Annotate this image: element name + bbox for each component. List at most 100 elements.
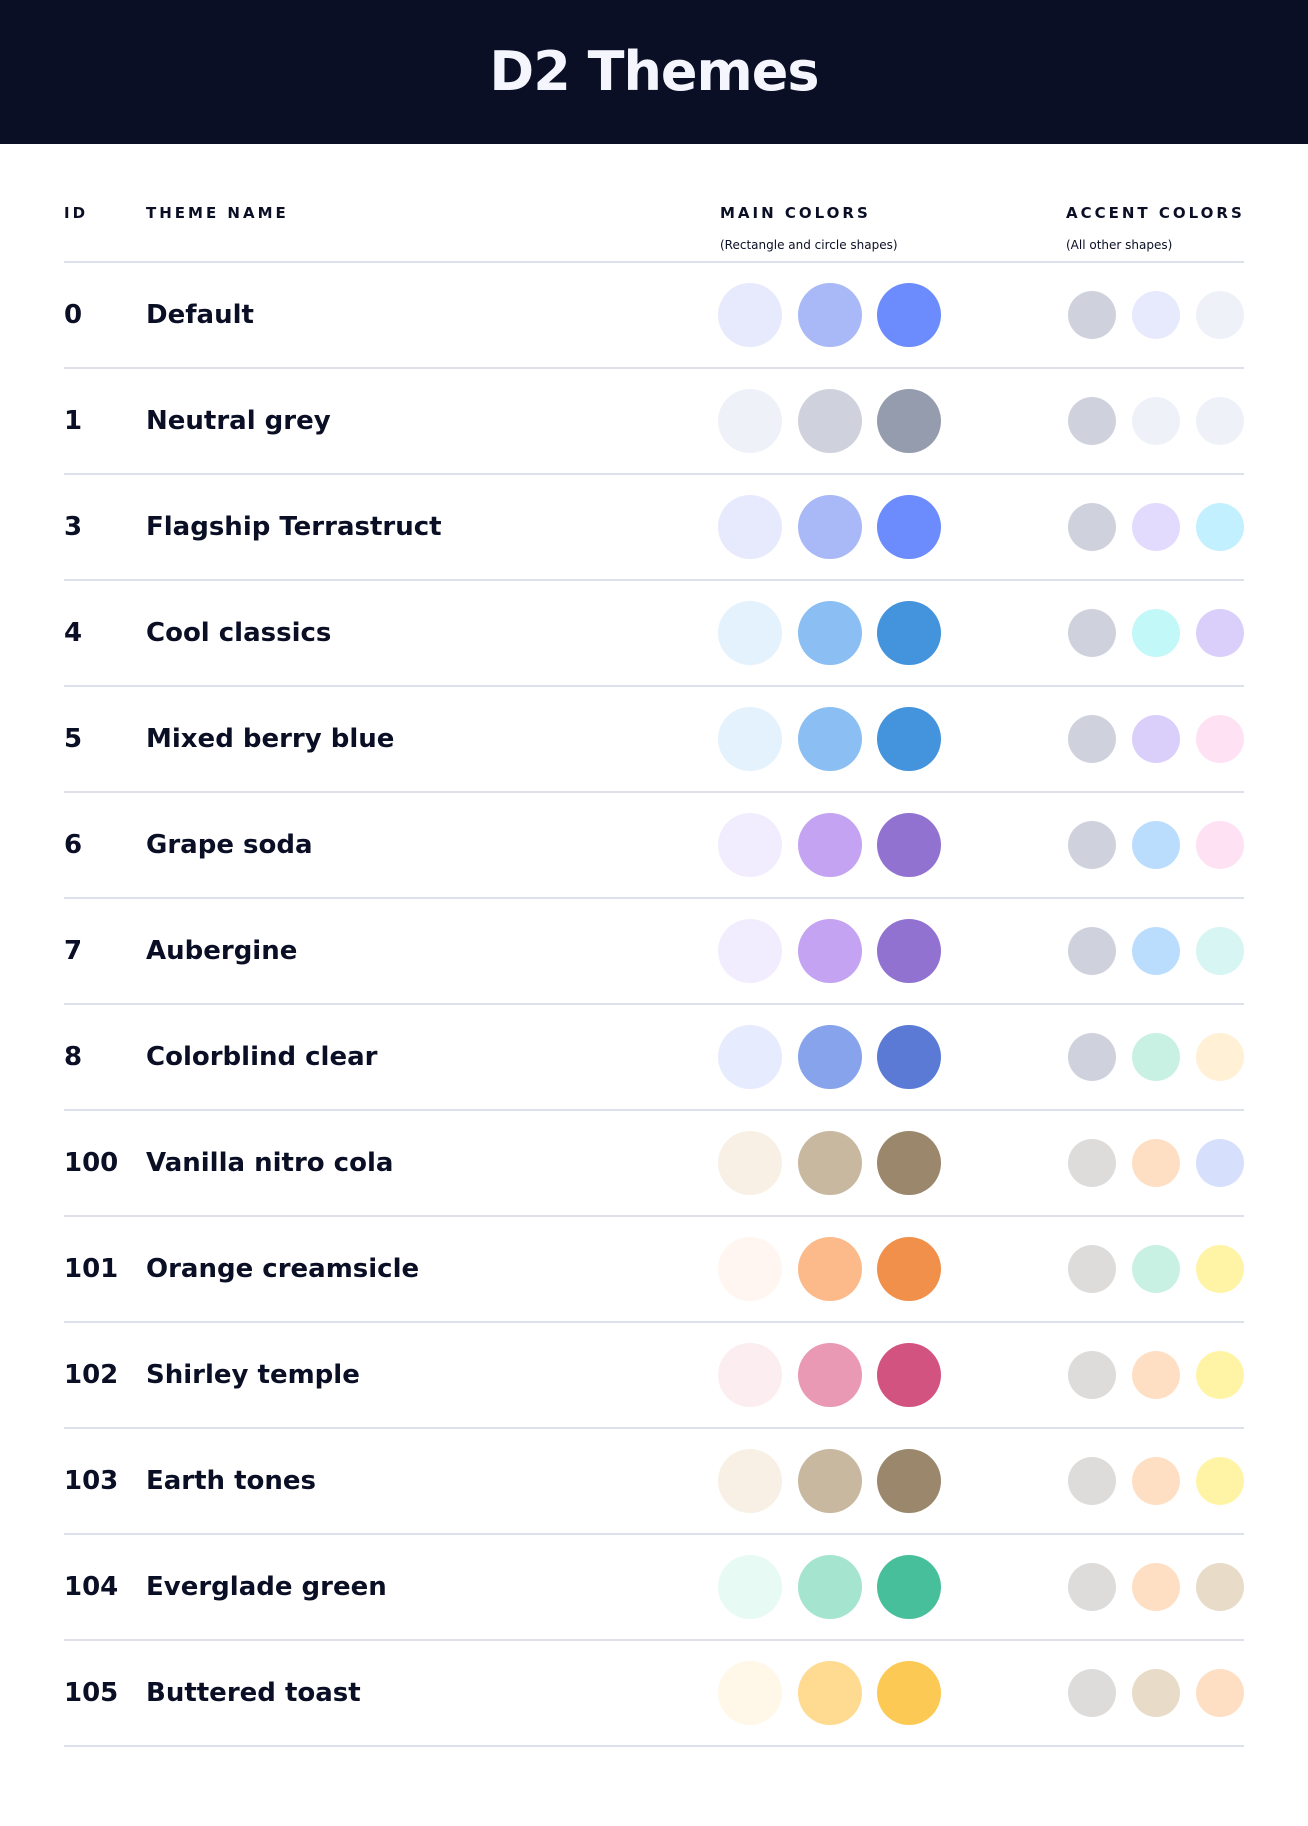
accent-color-swatch [1196,1245,1244,1293]
accent-color-swatch [1196,1563,1244,1611]
accent-color-swatch [1068,291,1116,339]
table-row: 104 Everglade green [64,1535,1244,1641]
theme-name: Default [146,300,254,330]
accent-color-swatch [1132,503,1180,551]
theme-id: 7 [64,936,83,966]
accent-color-swatch [1196,503,1244,551]
theme-name: Grape soda [146,830,313,860]
accent-color-swatch [1132,821,1180,869]
header-id: ID [64,204,89,222]
accent-color-swatch [1132,1033,1180,1081]
table-row: 100 Vanilla nitro cola [64,1111,1244,1217]
theme-name: Earth tones [146,1466,317,1496]
accent-color-swatch [1196,1139,1244,1187]
main-color-swatch [877,1555,941,1619]
table-row: 8 Colorblind clear [64,1005,1244,1111]
theme-name: Buttered toast [146,1678,361,1708]
theme-id: 3 [64,512,83,542]
header-theme-name: THEME NAME [146,204,289,222]
main-color-swatch [798,919,862,983]
theme-name: Orange creamsicle [146,1254,420,1284]
accent-color-swatch [1196,397,1244,445]
page-header: D2 Themes [0,0,1308,144]
accent-color-swatch [1196,1457,1244,1505]
accent-color-swatch [1132,1139,1180,1187]
theme-id: 103 [64,1466,119,1496]
main-color-swatch [718,1025,782,1089]
main-color-swatch [798,707,862,771]
table-body: 0 Default 1 Neutral grey 3 Flagship Terrastru… [64,263,1244,1747]
accent-color-swatch [1068,397,1116,445]
theme-id: 104 [64,1572,119,1602]
accent-color-swatch [1068,1457,1116,1505]
page-title: D2 Themes [489,39,819,103]
main-color-swatch [877,283,941,347]
theme-name: Vanilla nitro cola [146,1148,394,1178]
table-row: 102 Shirley temple [64,1323,1244,1429]
accent-color-swatch [1068,715,1116,763]
table-row: 5 Mixed berry blue [64,687,1244,793]
theme-name: Flagship Terrastruct [146,512,442,542]
main-color-swatch [877,389,941,453]
main-color-swatch [877,707,941,771]
main-color-swatch [718,707,782,771]
main-color-swatch [877,1237,941,1301]
theme-id: 4 [64,618,83,648]
main-color-swatch [718,813,782,877]
main-color-swatch [718,1343,782,1407]
theme-id: 5 [64,724,83,754]
theme-name: Colorblind clear [146,1042,378,1072]
main-color-swatch [798,389,862,453]
table-row: 1 Neutral grey [64,369,1244,475]
main-color-swatch [718,389,782,453]
accent-color-swatch [1132,927,1180,975]
theme-id: 0 [64,300,83,330]
accent-color-swatch [1196,291,1244,339]
theme-name: Mixed berry blue [146,724,395,754]
table-row: 101 Orange creamsicle [64,1217,1244,1323]
theme-id: 1 [64,406,83,436]
main-color-swatch [798,1237,862,1301]
main-color-swatch [877,1025,941,1089]
main-color-swatch [877,919,941,983]
main-color-swatch [718,1131,782,1195]
table-row: 105 Buttered toast [64,1641,1244,1747]
accent-color-swatch [1196,1669,1244,1717]
main-color-swatch [718,1449,782,1513]
main-color-swatch [877,495,941,559]
main-color-swatch [798,283,862,347]
main-color-swatch [798,1131,862,1195]
accent-color-swatch [1196,715,1244,763]
table-row: 6 Grape soda [64,793,1244,899]
header-main-colors-subtitle: (Rectangle and circle shapes) [720,238,898,252]
accent-color-swatch [1132,1669,1180,1717]
main-color-swatch [798,1555,862,1619]
table-header: ID THEME NAME MAIN COLORS (Rectangle and… [64,144,1244,263]
accent-color-swatch [1196,1033,1244,1081]
main-color-swatch [877,813,941,877]
accent-color-swatch [1068,821,1116,869]
theme-id: 100 [64,1148,119,1178]
accent-color-swatch [1196,609,1244,657]
accent-color-swatch [1132,715,1180,763]
accent-color-swatch [1132,291,1180,339]
accent-color-swatch [1132,397,1180,445]
main-color-swatch [877,1131,941,1195]
main-color-swatch [718,495,782,559]
main-color-swatch [718,919,782,983]
theme-name: Everglade green [146,1572,387,1602]
accent-color-swatch [1068,1669,1116,1717]
main-color-swatch [718,1237,782,1301]
table-row: 7 Aubergine [64,899,1244,1005]
main-color-swatch [798,1449,862,1513]
accent-color-swatch [1068,1033,1116,1081]
accent-color-swatch [1196,821,1244,869]
theme-name: Cool classics [146,618,332,648]
main-color-swatch [798,813,862,877]
main-color-swatch [798,1343,862,1407]
themes-table: ID THEME NAME MAIN COLORS (Rectangle and… [64,144,1244,1747]
accent-color-swatch [1068,609,1116,657]
accent-color-swatch [1068,503,1116,551]
main-color-swatch [798,601,862,665]
main-color-swatch [877,1449,941,1513]
